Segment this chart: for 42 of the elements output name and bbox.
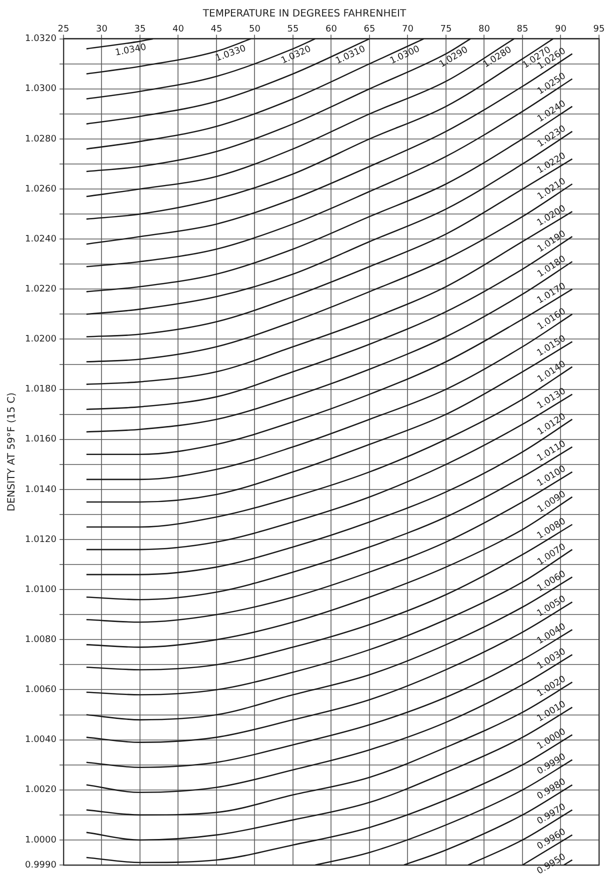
x-tick-label: 90 bbox=[555, 24, 567, 35]
y-tick-label: 1.0040 bbox=[24, 735, 57, 746]
y-tick-label: 1.0320 bbox=[24, 34, 57, 44]
x-tick-label: 65 bbox=[364, 24, 376, 35]
x-tick-label: 45 bbox=[210, 24, 222, 35]
y-tick-label: 1.0100 bbox=[24, 584, 57, 595]
x-tick-label: 40 bbox=[172, 24, 184, 35]
y-tick-label: 1.0020 bbox=[24, 785, 57, 796]
x-tick-label: 95 bbox=[593, 24, 605, 35]
line-series bbox=[86, 38, 370, 125]
x-tick-label: 25 bbox=[58, 24, 70, 35]
y-tick-label: 1.0220 bbox=[24, 284, 57, 295]
x-tick-label: 30 bbox=[96, 24, 108, 35]
text: 1.0340 bbox=[114, 42, 148, 58]
y-tick-label: 1.0120 bbox=[24, 534, 57, 545]
y-tick-label: 1.0200 bbox=[24, 334, 57, 345]
x-tick-label: 60 bbox=[326, 24, 338, 35]
line-series bbox=[86, 38, 515, 198]
x-tick-label: 75 bbox=[440, 24, 452, 35]
y-tick-label: 1.0280 bbox=[24, 134, 57, 144]
line-series bbox=[86, 38, 252, 74]
y-tick-label: 0.9990 bbox=[24, 860, 57, 870]
y-tick-label: 1.0160 bbox=[24, 434, 57, 445]
y-tick-label: 1.0060 bbox=[24, 685, 57, 696]
x-tick-label: 50 bbox=[249, 24, 261, 35]
x-tick-label: 85 bbox=[516, 24, 528, 35]
y-tick-label: 1.0000 bbox=[24, 835, 57, 846]
line-series bbox=[86, 38, 424, 150]
x-tick-label: 35 bbox=[134, 24, 146, 35]
y-tick-label: 1.0240 bbox=[24, 234, 57, 244]
y-tick-label: 1.0260 bbox=[24, 184, 57, 194]
line-series bbox=[86, 38, 472, 172]
x-tick-label: 80 bbox=[478, 24, 490, 35]
y-axis-title: DENSITY AT 59°F (15 C) bbox=[6, 392, 18, 512]
x-tick-label: 55 bbox=[287, 24, 299, 35]
y-tick-label: 1.0180 bbox=[24, 384, 57, 395]
y-tick-label: 1.0080 bbox=[24, 635, 57, 646]
chart-title: TEMPERATURE IN DEGREES FAHRENHEIT bbox=[202, 8, 407, 20]
y-tick-label: 1.0140 bbox=[24, 484, 57, 495]
x-tick-label: 70 bbox=[402, 24, 414, 35]
line-series bbox=[86, 38, 316, 100]
y-tick-label: 1.0300 bbox=[24, 84, 57, 94]
